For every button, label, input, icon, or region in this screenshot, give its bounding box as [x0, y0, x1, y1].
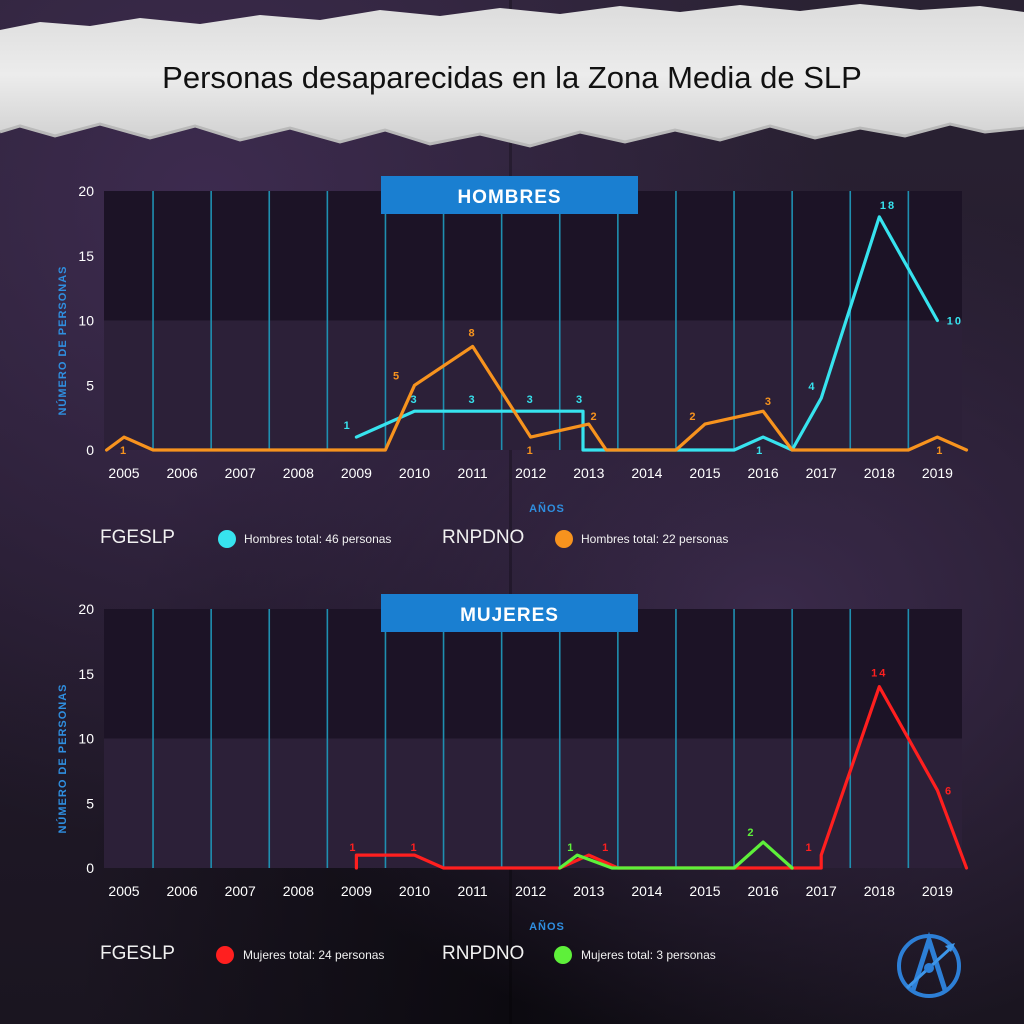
data-label: 3 — [765, 396, 773, 408]
x-tick-label: 2006 — [167, 883, 198, 899]
x-tick-label: 2019 — [922, 465, 953, 481]
x-tick-label: 2007 — [225, 883, 256, 899]
data-label: 1 — [344, 420, 352, 432]
x-tick-label: 2012 — [515, 465, 546, 481]
data-label: 1 — [936, 445, 944, 457]
x-tick-label: 2017 — [806, 883, 837, 899]
x-tick-label: 2014 — [631, 465, 662, 481]
data-label: 1 — [349, 842, 357, 854]
y-tick-label: 15 — [78, 666, 94, 682]
logo-icon — [897, 931, 961, 998]
data-label: 1 — [527, 445, 535, 457]
legend-hombres: FGESLP Hombres total: 46 personas RNPDNO… — [0, 527, 1024, 553]
y-tick-label: 10 — [78, 731, 94, 747]
x-tick-label: 2012 — [515, 883, 546, 899]
x-tick-label: 2017 — [806, 465, 837, 481]
data-label: 5 — [393, 370, 401, 382]
legend-text-fgeslp-hombres: Hombres total: 46 personas — [244, 532, 392, 546]
page-title: Personas desaparecidas en la Zona Media … — [162, 60, 862, 95]
legend-mujeres: FGESLP Mujeres total: 24 personas RNPDNO… — [0, 943, 1024, 969]
plot-area-lower — [104, 320, 962, 450]
x-tick-label: 2015 — [689, 883, 720, 899]
x-tick-label: 2016 — [748, 883, 779, 899]
data-label: 3 — [410, 394, 418, 406]
legend-dot-fgeslp-hombres — [218, 530, 236, 548]
x-axis-label: AÑOS — [529, 920, 565, 933]
data-label: 1 — [602, 842, 610, 854]
legend-source-fgeslp: FGESLP — [100, 527, 175, 548]
x-tick-label: 2005 — [108, 465, 139, 481]
data-label: 3 — [527, 394, 535, 406]
legend-text-fgeslp-mujeres: Mujeres total: 24 personas — [243, 948, 385, 962]
x-tick-label: 2016 — [748, 465, 779, 481]
data-label: 8 — [469, 327, 477, 339]
x-tick-label: 2011 — [458, 883, 488, 899]
paper-fold — [509, 0, 512, 1024]
x-tick-label: 2015 — [689, 465, 720, 481]
chart-title-banner — [381, 594, 638, 632]
x-tick-label: 2013 — [573, 883, 604, 899]
chart-title: MUJERES — [460, 605, 559, 626]
data-label: 6 — [945, 785, 953, 797]
x-tick-label: 2018 — [864, 465, 895, 481]
x-axis-label: AÑOS — [529, 502, 565, 515]
torn-paper-header — [0, 4, 1024, 148]
chart-mujeres: 0 5 10 15 20 2005 2006 2007 2008 2009 2010 2011 2012… — [56, 594, 969, 933]
legend-source-fgeslp: FGESLP — [100, 943, 175, 964]
x-tick-label: 2014 — [631, 883, 662, 899]
x-tick-label: 2008 — [283, 883, 314, 899]
x-tick-label: 2009 — [341, 465, 372, 481]
data-label: 1 — [120, 445, 128, 457]
y-tick-label: 20 — [78, 183, 94, 199]
y-axis-label: NÚMERO DE PERSONAS — [56, 683, 69, 833]
data-label: 2 — [689, 411, 697, 423]
x-tick-label: 2018 — [864, 883, 895, 899]
data-label: 3 — [469, 394, 477, 406]
y-tick-label: 0 — [86, 860, 94, 876]
data-label: 3 — [576, 394, 584, 406]
legend-dot-rnpdno-mujeres — [554, 946, 572, 964]
x-tick-label: 2006 — [167, 465, 198, 481]
data-label: 2 — [591, 411, 599, 423]
data-label: 1 — [567, 842, 575, 854]
x-tick-label: 2013 — [573, 465, 604, 481]
data-label: 18 — [880, 200, 896, 212]
data-label: 10 — [947, 316, 963, 328]
y-tick-label: 10 — [78, 313, 94, 329]
series-line — [104, 344, 969, 452]
data-label: 14 — [871, 668, 887, 680]
y-tick-label: 5 — [86, 795, 94, 811]
legend-source-rnpdno: RNPDNO — [442, 527, 525, 548]
x-tick-label: 2009 — [341, 883, 372, 899]
x-tick-label: 2010 — [399, 465, 430, 481]
legend-text-rnpdno-mujeres: Mujeres total: 3 personas — [581, 948, 716, 962]
y-tick-label: 5 — [86, 377, 94, 393]
legend-dot-fgeslp-mujeres — [216, 946, 234, 964]
y-tick-label: 15 — [78, 248, 94, 264]
data-label: 1 — [410, 842, 418, 854]
series-line — [558, 840, 794, 870]
data-label: 4 — [808, 381, 816, 393]
x-tick-label: 2010 — [399, 883, 430, 899]
data-label: 2 — [747, 827, 755, 839]
y-tick-label: 20 — [78, 601, 94, 617]
y-tick-label: 0 — [86, 442, 94, 458]
legend-dot-rnpdno-hombres — [555, 530, 573, 548]
x-tick-label: 2011 — [458, 465, 488, 481]
legend-text-rnpdno-hombres: Hombres total: 22 personas — [581, 532, 729, 546]
x-tick-label: 2019 — [922, 883, 953, 899]
y-axis-label: NÚMERO DE PERSONAS — [56, 265, 69, 415]
data-label: 1 — [756, 445, 764, 457]
legend-source-rnpdno: RNPDNO — [442, 943, 525, 964]
data-label: 1 — [806, 842, 814, 854]
x-tick-label: 2008 — [283, 465, 314, 481]
x-tick-label: 2007 — [225, 465, 256, 481]
x-tick-label: 2005 — [108, 883, 139, 899]
chart-title: HOMBRES — [457, 187, 561, 208]
plot-area-lower — [104, 738, 962, 868]
chart-title-banner — [381, 176, 638, 214]
